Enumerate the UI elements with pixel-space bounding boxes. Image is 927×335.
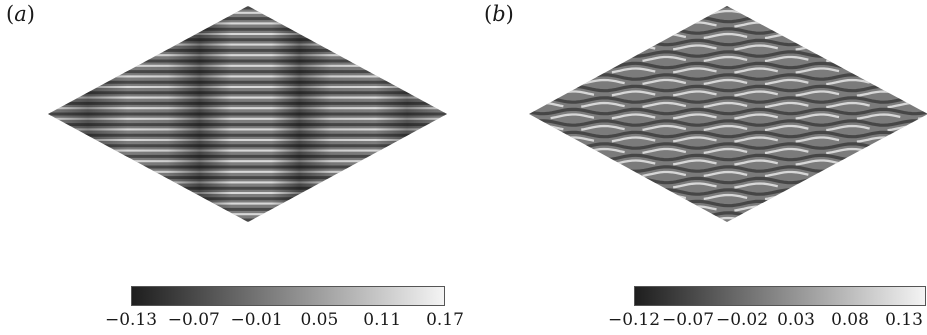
panel-b-pattern bbox=[529, 6, 927, 222]
colorbar-tick: 0.17 bbox=[426, 310, 464, 330]
dark-stripe bbox=[529, 96, 927, 104]
panel-b-colorbar bbox=[634, 286, 926, 306]
panel-a-letter: a bbox=[14, 2, 27, 26]
colorbar-tick: −0.02 bbox=[715, 310, 769, 330]
panel-a-label: (a) bbox=[6, 2, 35, 26]
light-stripe bbox=[529, 101, 927, 109]
panel-a-pattern bbox=[48, 6, 447, 222]
panel-b-label: (b) bbox=[484, 2, 514, 26]
panel-b-letter: b bbox=[492, 2, 506, 26]
colorbar-tick: −0.07 bbox=[167, 310, 220, 330]
light-stripe bbox=[529, 216, 927, 222]
light-stripe bbox=[529, 78, 927, 86]
dark-stripe bbox=[529, 107, 927, 116]
dark-stripe bbox=[529, 130, 927, 139]
panel-a-colorbar bbox=[131, 286, 445, 306]
colorbar-tick: −0.12 bbox=[607, 310, 661, 330]
dark-stripe bbox=[529, 119, 927, 127]
colorbar-tick: 0.11 bbox=[363, 310, 402, 330]
light-stripe bbox=[529, 136, 927, 144]
light-stripe bbox=[529, 124, 927, 132]
light-stripe bbox=[529, 90, 927, 98]
colorbar-tick: −0.01 bbox=[230, 310, 283, 330]
colorbar-tick: −0.13 bbox=[104, 310, 158, 330]
light-stripe bbox=[529, 113, 927, 121]
colorbar-tick: 0.08 bbox=[831, 310, 869, 330]
colorbar-tick: 0.13 bbox=[885, 310, 923, 330]
colorbar-tick: 0.05 bbox=[300, 310, 339, 330]
dark-stripe bbox=[529, 84, 927, 93]
dark-stripe bbox=[529, 142, 927, 150]
colorbar-tick: 0.03 bbox=[777, 310, 815, 330]
colorbar-tick: −0.07 bbox=[661, 310, 715, 330]
